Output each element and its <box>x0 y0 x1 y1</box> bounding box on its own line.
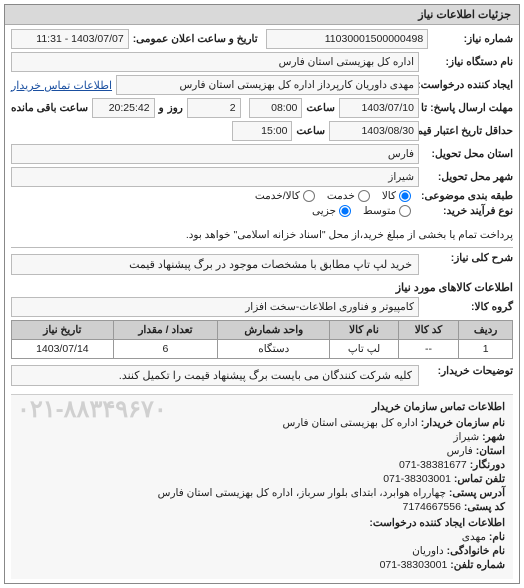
items-header-cell: تعداد / مقدار <box>113 321 218 340</box>
panel-title: جزئیات اطلاعات نیاز <box>5 5 519 25</box>
table-cell: لپ تاپ <box>330 340 398 359</box>
table-cell: -- <box>398 340 458 359</box>
lbl-contact-post: کد پستی: <box>464 501 505 513</box>
label-need-no: شماره نیاز: <box>432 33 513 45</box>
table-cell: 1 <box>459 340 513 359</box>
buy-process-note: پرداخت تمام یا بخشی از مبلغ خرید،از محل … <box>186 229 513 241</box>
label-send-deadline: مهلت ارسال پاسخ: تا تاریخ: <box>423 102 513 114</box>
radio-kala-wrap[interactable]: کالا <box>382 190 411 202</box>
lbl-contact-family: نام خانوادگی: <box>447 545 505 557</box>
label-creator: ایجاد کننده درخواست: <box>423 79 513 91</box>
field-creator: مهدی داوریان کارپرداز اداره کل بهزیستی ا… <box>116 75 419 95</box>
label-buyer-note: توضیحات خریدار: <box>423 365 513 377</box>
field-goods-group: کامپیوتر و فناوری اطلاعات-سخت افزار <box>11 297 419 317</box>
table-cell: دستگاه <box>218 340 330 359</box>
radio-mid[interactable] <box>399 205 411 217</box>
contact-title: اطلاعات تماس سازمان خریدار <box>19 401 505 413</box>
label-org-name: نام دستگاه نیاز: <box>423 56 513 68</box>
val-contact-post: 7174667556 <box>403 501 461 513</box>
lbl-contact-unit: دورنگار: <box>470 459 505 471</box>
form-body: شماره نیاز: 11030001500000498 تاریخ و سا… <box>5 25 519 583</box>
goods-info-title: اطلاعات کالاهای مورد نیاز <box>11 281 513 294</box>
lbl-contact-name: نام: <box>489 531 505 543</box>
field-remain-days: 2 <box>187 98 241 118</box>
table-row: 1--لپ تاپدستگاه61403/07/14 <box>12 340 513 359</box>
lbl-contact-address: آدرس پستی: <box>449 487 505 499</box>
val-contact-tel: 38303001-071 <box>380 559 448 571</box>
radio-kala-service-wrap[interactable]: کالا/خدمت <box>255 190 315 202</box>
field-price-valid-date: 1403/08/30 <box>329 121 419 141</box>
radio-kala-service-label: کالا/خدمت <box>255 190 300 202</box>
lbl-contact-city: شهر: <box>482 431 505 443</box>
table-cell: 1403/07/14 <box>12 340 114 359</box>
field-city: شیراز <box>11 167 419 187</box>
field-send-time: 08:00 <box>249 98 303 118</box>
field-org-name: اداره کل بهزیستی استان فارس <box>11 52 419 72</box>
val-contact-province: فارس <box>447 445 473 457</box>
radio-service[interactable] <box>358 190 370 202</box>
label-remain: ساعت باقی مانده <box>11 102 88 114</box>
field-province: فارس <box>11 144 419 164</box>
lbl-contact-tel: شماره تلفن: <box>450 559 505 571</box>
items-header-row: ردیفکد کالانام کالاواحد شمارشتعداد / مقد… <box>12 321 513 340</box>
lbl-contact-phone: تلفن تماس: <box>454 473 505 485</box>
radio-service-wrap[interactable]: خدمت <box>327 190 370 202</box>
radio-kala-service[interactable] <box>303 190 315 202</box>
field-remain-time: 20:25:42 <box>92 98 155 118</box>
radio-kala-label: کالا <box>382 190 396 202</box>
radio-partial-label: جزیی <box>312 205 336 217</box>
details-panel: جزئیات اطلاعات نیاز شماره نیاز: 11030001… <box>4 4 520 584</box>
radio-partial-wrap[interactable]: جزیی <box>312 205 351 217</box>
label-price-valid: حداقل تاریخ اعتبار قیمت: تا تاریخ: <box>423 125 513 137</box>
label-goods-group: گروه کالا: <box>423 301 513 313</box>
val-contact-phone: 38303001-071 <box>383 473 451 485</box>
label-city: شهر محل تحویل: <box>423 171 513 183</box>
field-send-date: 1403/07/10 <box>339 98 419 118</box>
val-contact-name: مهدی <box>462 531 486 543</box>
field-need-no: 11030001500000498 <box>266 29 429 49</box>
radio-mid-wrap[interactable]: متوسط <box>363 205 411 217</box>
label-need-title: شرح کلی نیاز: <box>423 252 513 264</box>
items-header-cell: نام کالا <box>330 321 398 340</box>
val-contact-family: داوریان <box>412 545 444 557</box>
label-buy-process: نوع فرآیند خرید: <box>423 205 513 217</box>
label-announce: تاریخ و ساعت اعلان عمومی: <box>133 33 258 45</box>
field-need-title: خرید لپ تاپ مطابق با مشخصات موجود در برگ… <box>11 254 419 275</box>
items-table: ردیفکد کالانام کالاواحد شمارشتعداد / مقد… <box>11 320 513 359</box>
val-contact-address: چهارراه هوابرد، ابتدای بلوار سرباز، ادار… <box>158 487 446 499</box>
items-header-cell: ردیف <box>459 321 513 340</box>
val-contact-org: اداره کل بهزیستی استان فارس <box>282 417 417 429</box>
radio-service-label: خدمت <box>327 190 355 202</box>
contact-block: ۰۲۱-۸۸۳۴۹۶۷۰ اطلاعات تماس سازمان خریدار … <box>11 394 513 579</box>
items-header-cell: کد کالا <box>398 321 458 340</box>
label-and: و <box>159 102 164 114</box>
label-time-1: ساعت <box>306 102 335 114</box>
radio-kala[interactable] <box>399 190 411 202</box>
items-body: 1--لپ تاپدستگاه61403/07/14 <box>12 340 513 359</box>
contact-creator-title: اطلاعات ایجاد کننده درخواست: <box>19 517 505 529</box>
lbl-contact-province: استان: <box>476 445 505 457</box>
label-subject-cat: طبقه بندی موضوعی: <box>423 190 513 202</box>
contact-link[interactable]: اطلاعات تماس خریدار <box>11 79 112 92</box>
lbl-contact-org: نام سازمان خریدار: <box>421 417 505 429</box>
field-announce: 1403/07/07 - 11:31 <box>11 29 129 49</box>
field-buyer-note: کلیه شرکت کنندگان می بایست برگ پیشنهاد ق… <box>11 365 419 386</box>
field-price-valid-time: 15:00 <box>232 121 292 141</box>
items-header-cell: واحد شمارش <box>218 321 330 340</box>
label-time-2: ساعت <box>296 125 325 137</box>
radio-partial[interactable] <box>339 205 351 217</box>
separator-1 <box>11 247 513 248</box>
items-header-cell: تاریخ نیاز <box>12 321 114 340</box>
table-cell: 6 <box>113 340 218 359</box>
val-contact-city: شیراز <box>453 431 479 443</box>
val-contact-unit: 38381677-071 <box>399 459 467 471</box>
radio-mid-label: متوسط <box>363 205 396 217</box>
label-day: روز <box>168 102 183 114</box>
label-province: استان محل تحویل: <box>423 148 513 160</box>
